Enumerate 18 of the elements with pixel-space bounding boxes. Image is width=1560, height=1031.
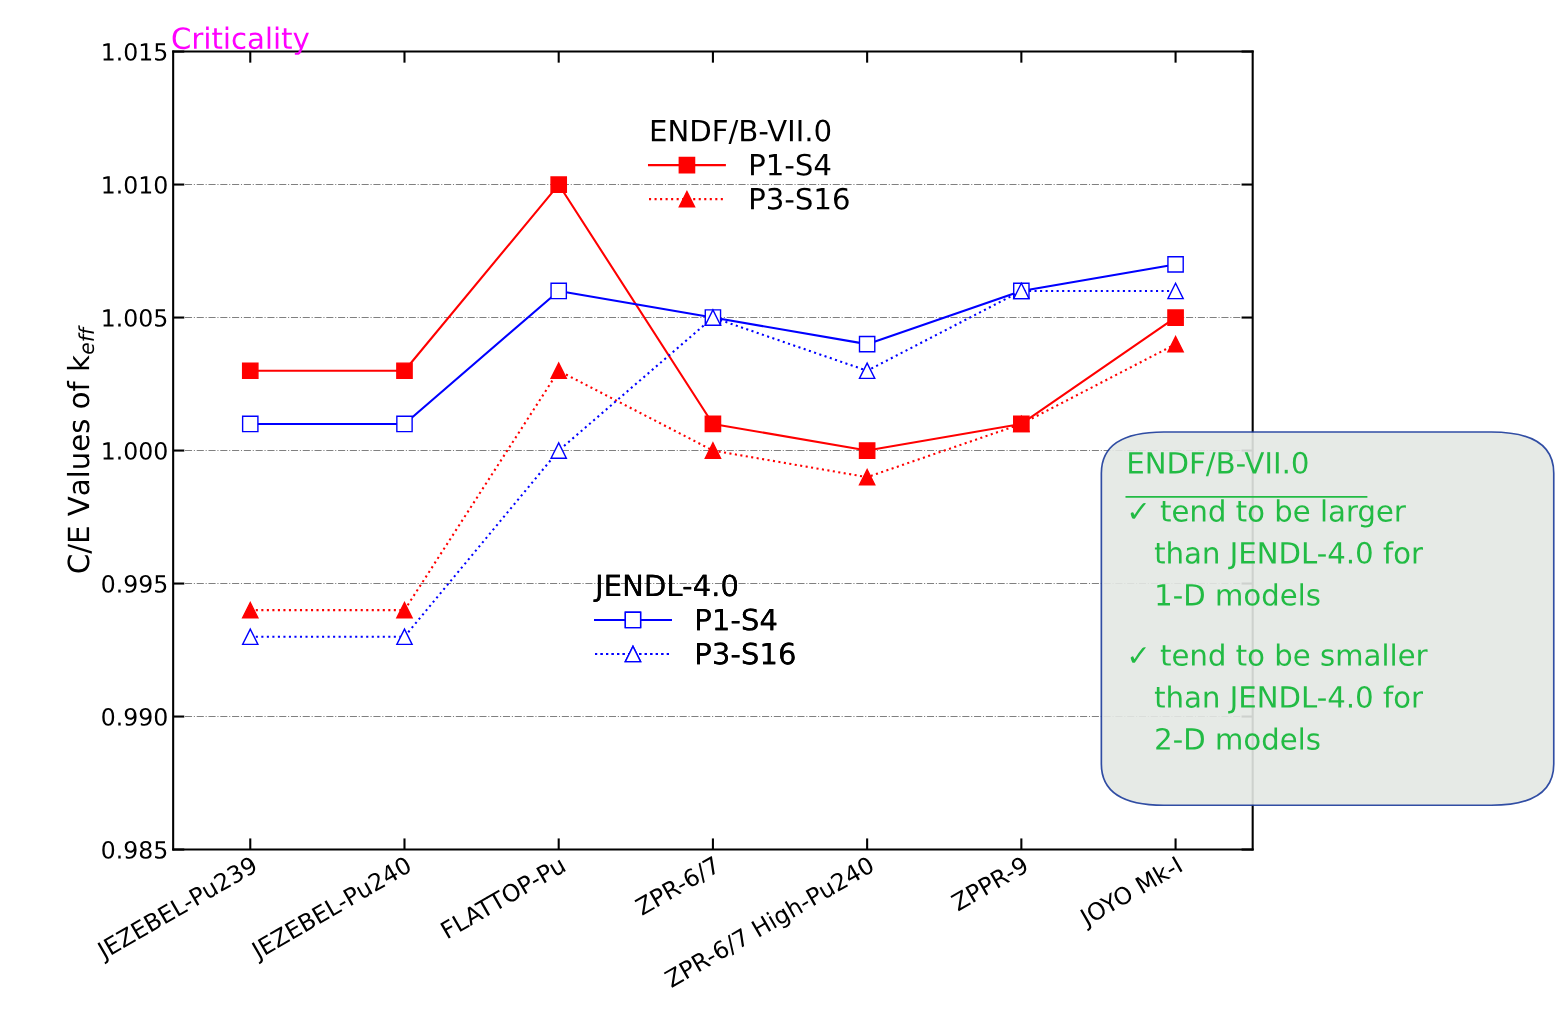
y-tick-label: 0.990 bbox=[102, 707, 167, 726]
y-tick-label: 1.005 bbox=[103, 308, 167, 327]
y-tick-label: 1.010 bbox=[103, 176, 167, 194]
y-axis-title: C/E Values of k$_{eff}$ bbox=[66, 325, 95, 573]
text: JENDL-4.0 bbox=[593, 574, 738, 602]
y-tick-label: 1.000 bbox=[103, 441, 167, 460]
annotation: ENDF/B-VII.0 bbox=[1129, 451, 1308, 477]
chart-title: Criticality bbox=[172, 26, 309, 55]
annotation: ✓ tend to be larger than JENDL-4.0 for 1-D models bbox=[1130, 499, 1424, 606]
legend-label: P3-S16 bbox=[697, 642, 795, 665]
legend-label: P1-S4 bbox=[697, 608, 777, 631]
legend-label: P1-S4 bbox=[751, 153, 831, 176]
y-tick-label: 0.985 bbox=[102, 840, 167, 859]
y-tick-label: 1.015 bbox=[103, 43, 167, 61]
y-tick-label: 0.995 bbox=[102, 574, 167, 593]
annotation: ✓ tend to be smaller than JENDL-4.0 for 2-D models bbox=[1130, 643, 1428, 750]
text: ENDF/B-VII.0 bbox=[651, 119, 831, 144]
legend-label: P3-S16 bbox=[751, 187, 849, 210]
